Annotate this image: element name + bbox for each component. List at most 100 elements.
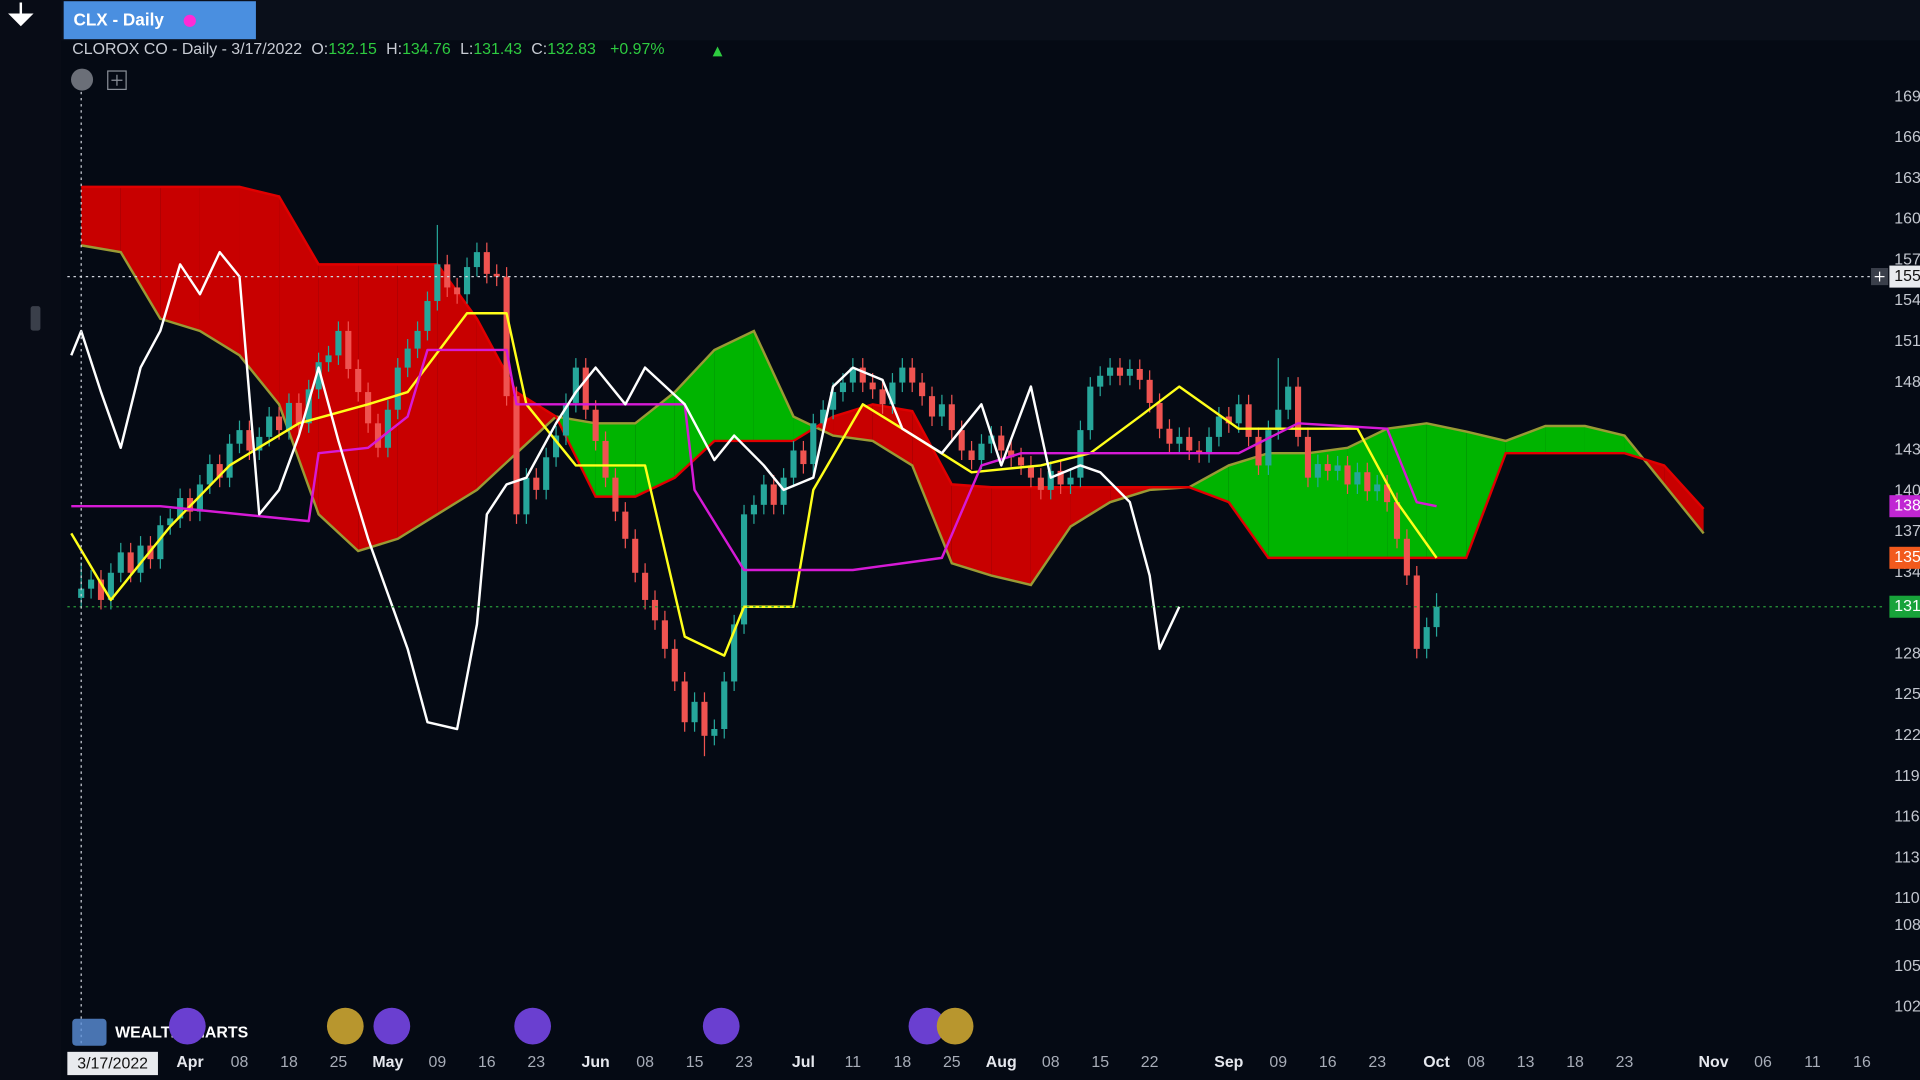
- candle-body: [355, 368, 362, 393]
- candle-body: [770, 484, 777, 505]
- candle-body: [365, 392, 372, 424]
- legend-label: C:: [531, 41, 547, 58]
- candle-body: [1403, 538, 1410, 576]
- y-tick-label: 154: [1894, 292, 1920, 309]
- collapse-arrow[interactable]: [8, 2, 34, 27]
- event-icon[interactable]: [908, 1007, 946, 1045]
- x-tick-label: 22: [1141, 1054, 1159, 1071]
- crosshair-date: 3/17/2022: [77, 1055, 148, 1072]
- candle-body: [157, 525, 164, 560]
- event-icon[interactable]: [514, 1007, 552, 1045]
- legend-label: H:: [386, 41, 402, 58]
- candle-body: [503, 276, 510, 397]
- candle-body: [721, 681, 728, 730]
- cloud-segment: [753, 330, 794, 441]
- event-icon[interactable]: [936, 1007, 974, 1045]
- candle-body: [1205, 436, 1213, 454]
- x-tick-label: 18: [1566, 1054, 1584, 1071]
- x-tick-label: 09: [429, 1054, 447, 1071]
- candle-body: [167, 518, 174, 526]
- crosshair-price-box: [1889, 265, 1920, 288]
- candle-body: [1126, 368, 1133, 376]
- x-tick-label: 25: [943, 1054, 961, 1071]
- candle-body: [800, 450, 807, 465]
- candle-body: [592, 409, 599, 441]
- price-tag-label: 131.5: [1894, 598, 1920, 615]
- crosshair-price: 155.8: [1894, 268, 1920, 285]
- candle-body: [553, 435, 560, 458]
- price-tag-label: 135.1: [1894, 549, 1920, 566]
- candle-body: [1186, 436, 1193, 451]
- candle-body: [78, 588, 85, 598]
- y-tick-label: 157: [1894, 251, 1920, 268]
- candle-body: [1215, 416, 1222, 437]
- cloud-segment: [1545, 426, 1585, 454]
- event-icon[interactable]: [168, 1007, 206, 1045]
- candle-body: [830, 392, 837, 410]
- cloud-segment: [476, 318, 517, 490]
- y-tick-label: 102: [1894, 999, 1920, 1016]
- y-tick-label: 113: [1894, 849, 1920, 866]
- indicator-line: [70, 250, 1181, 731]
- x-tick-label: Aug: [986, 1054, 1017, 1071]
- candle-body: [513, 396, 520, 515]
- x-tick-label: 16: [478, 1054, 496, 1071]
- candle-body: [1413, 575, 1420, 649]
- candle-body: [622, 511, 629, 539]
- add-indicator-icon[interactable]: [107, 70, 127, 90]
- candle-body: [256, 436, 263, 451]
- candle-body: [958, 430, 965, 451]
- event-icon[interactable]: [702, 1007, 740, 1045]
- cloud-segment: [397, 264, 438, 539]
- candle-body: [691, 701, 698, 723]
- candle-body: [345, 330, 352, 369]
- cloud-segment: [239, 186, 280, 405]
- candle-body: [1285, 386, 1292, 410]
- candle-body: [760, 484, 767, 505]
- candle-body: [1008, 450, 1015, 458]
- legend-value: 132.15: [328, 41, 377, 58]
- candle-body: [602, 440, 609, 478]
- candle-body: [1097, 375, 1104, 387]
- candle-body: [1275, 409, 1282, 431]
- legend-value: 134.76: [402, 41, 451, 58]
- candle-body: [295, 402, 302, 424]
- candle-body: [275, 416, 283, 431]
- watermark-logo: [72, 1018, 107, 1046]
- candle-body: [88, 579, 95, 589]
- candle-body: [1354, 472, 1361, 485]
- price-tag: [1889, 546, 1920, 569]
- live-dot: [183, 14, 196, 27]
- x-tick-label: 23: [527, 1054, 545, 1071]
- price-tag-label: 138.9: [1894, 497, 1920, 514]
- x-tick-label: 13: [1517, 1054, 1535, 1071]
- candle-body: [919, 382, 926, 397]
- cloud-segment: [793, 416, 816, 441]
- candle-body: [493, 273, 500, 277]
- candle-body: [394, 367, 401, 410]
- x-tick-label: 18: [893, 1054, 911, 1071]
- candle-body: [424, 301, 431, 331]
- candle-body: [1067, 477, 1074, 485]
- y-tick-label: 110: [1894, 890, 1920, 907]
- candle-body: [651, 599, 659, 621]
- settings-icon[interactable]: [71, 68, 94, 91]
- symbol-tab[interactable]: [63, 1, 256, 40]
- up-triangle: [712, 46, 723, 57]
- candle-body: [137, 545, 144, 573]
- event-icon[interactable]: [373, 1007, 411, 1045]
- scroll-handle[interactable]: [30, 306, 41, 331]
- event-icon[interactable]: [326, 1007, 364, 1045]
- crosshair-date-box: [67, 1051, 158, 1076]
- candle-body: [335, 330, 342, 356]
- cloud-segment: [1584, 426, 1625, 454]
- span-a-line: [80, 244, 1705, 587]
- candle-body: [1314, 464, 1321, 478]
- candle-body: [681, 681, 688, 723]
- candle-body: [473, 252, 480, 268]
- legend-title: CLOROX CO - Daily - 3/17/2022: [72, 41, 302, 58]
- candle-body: [938, 404, 945, 417]
- candle-body: [572, 367, 579, 403]
